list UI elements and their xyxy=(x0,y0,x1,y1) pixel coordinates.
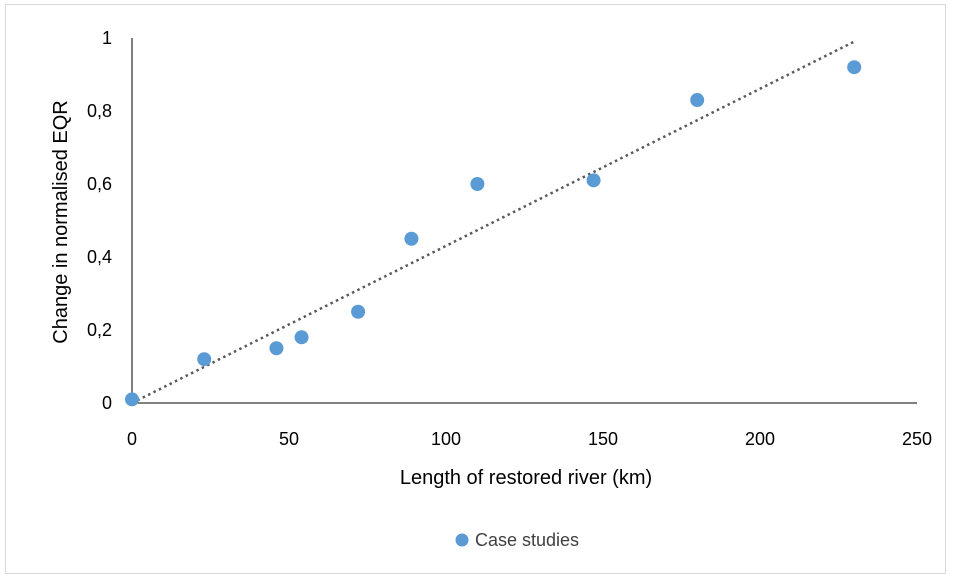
data-point xyxy=(586,173,601,188)
y-tick-label: 1 xyxy=(102,28,112,48)
data-point xyxy=(690,93,705,108)
data-point xyxy=(351,304,366,319)
axes xyxy=(131,38,917,404)
x-tick-label: 250 xyxy=(902,429,932,449)
trendline-group xyxy=(131,40,855,405)
x-tick-label: 200 xyxy=(745,429,775,449)
data-point xyxy=(470,177,485,191)
legend: Case studies xyxy=(455,530,579,550)
data-point xyxy=(269,341,284,356)
legend-marker xyxy=(455,533,469,547)
y-tick-label: 0,6 xyxy=(87,174,112,194)
data-point xyxy=(847,60,862,75)
data-point xyxy=(125,392,139,407)
x-axis-title: Length of restored river (km) xyxy=(400,467,652,489)
data-point xyxy=(294,330,309,345)
tick-labels: 0 50 100 150 200 250 0 0,2 0,4 0,6 0,8 1 xyxy=(87,28,932,449)
legend-label: Case studies xyxy=(475,530,579,550)
y-tick-label: 0 xyxy=(102,393,112,413)
x-tick-label: 50 xyxy=(279,429,299,449)
x-tick-label: 150 xyxy=(588,429,618,449)
trendline xyxy=(131,40,855,405)
chart-frame xyxy=(5,4,946,574)
x-tick-label: 0 xyxy=(127,429,137,449)
data-point xyxy=(197,352,212,367)
y-tick-label: 0,2 xyxy=(87,320,112,340)
data-points xyxy=(125,60,862,407)
y-tick-label: 0,4 xyxy=(87,247,112,267)
x-tick-label: 100 xyxy=(431,429,461,449)
data-point xyxy=(404,231,419,246)
y-axis-title: Change in normalised EQR xyxy=(50,100,72,343)
y-tick-label: 0,8 xyxy=(87,101,112,121)
